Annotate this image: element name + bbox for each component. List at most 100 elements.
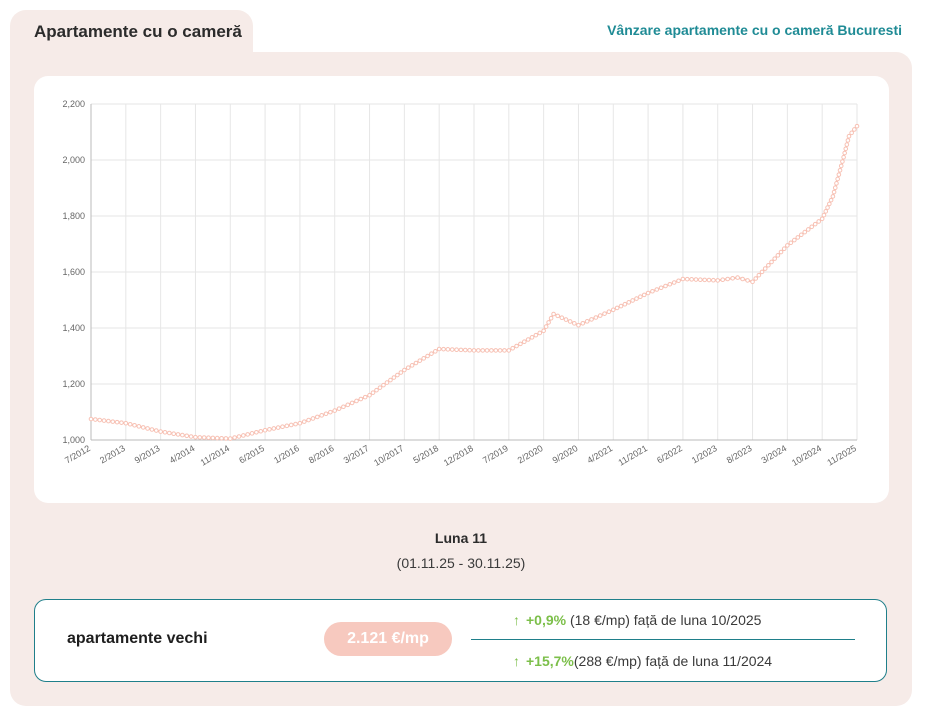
data-point — [206, 435, 211, 441]
tab-apartamente-cu-o-camera[interactable]: Apartamente cu o cameră — [10, 10, 253, 58]
data-point — [223, 436, 229, 441]
data-point — [838, 163, 844, 169]
data-point — [634, 296, 639, 301]
data-point — [819, 216, 825, 222]
data-point — [381, 382, 386, 388]
data-point — [101, 418, 107, 423]
data-point — [149, 427, 155, 432]
data-point — [684, 276, 690, 282]
data-point — [467, 347, 472, 353]
data-point — [572, 321, 577, 326]
data-point — [548, 315, 554, 321]
data-point — [171, 431, 176, 437]
data-point — [502, 348, 507, 353]
data-point — [689, 277, 694, 282]
data-point — [180, 432, 185, 438]
data-point — [506, 348, 512, 353]
data-point — [336, 406, 342, 411]
price-chart: 1,000 1,200 1,400 1,600 1,800 2,000 2,200 7/201… — [62, 99, 860, 468]
data-point — [698, 277, 703, 282]
data-point — [341, 404, 346, 410]
data-point — [589, 317, 594, 322]
property-type-label: apartamente vechi — [67, 630, 208, 647]
data-point — [449, 347, 455, 352]
data-point — [832, 185, 838, 190]
data-point — [680, 276, 686, 282]
data-point — [533, 332, 539, 338]
price-badge: 2.121 €/mp — [324, 622, 452, 656]
data-point — [271, 426, 277, 431]
monthly-change: ↑ +0,9% (18 €/mp) față de luna 10/2025 — [513, 612, 761, 628]
data-point — [284, 423, 290, 429]
data-point — [127, 421, 133, 427]
data-point — [362, 394, 368, 400]
data-point — [521, 339, 527, 344]
data-point — [745, 278, 750, 283]
x-tick-label: 3/2017 — [342, 443, 371, 465]
data-point — [297, 420, 303, 426]
data-point — [772, 256, 778, 261]
data-point — [852, 127, 857, 132]
data-point — [671, 280, 677, 285]
x-tick-label: 7/2012 — [63, 443, 92, 465]
price-stats-box: apartamente vechi 2.121 €/mp ↑ +0,9% (18 … — [34, 599, 887, 682]
data-point — [827, 201, 832, 207]
data-point — [559, 315, 565, 321]
data-point — [711, 277, 716, 283]
data-point — [597, 313, 603, 318]
data-point — [162, 430, 168, 435]
data-point — [750, 279, 755, 285]
data-point — [197, 435, 203, 440]
data-point — [140, 425, 146, 430]
data-point — [706, 277, 712, 283]
y-tick-label: 2,200 — [62, 99, 85, 109]
data-point — [441, 346, 446, 352]
data-point — [106, 418, 111, 424]
data-point — [358, 396, 364, 402]
data-point — [650, 288, 655, 294]
x-tick-label: 2/2013 — [98, 443, 127, 465]
data-point — [167, 430, 172, 436]
data-point — [667, 281, 673, 287]
data-point — [323, 411, 329, 417]
data-point — [584, 319, 590, 324]
data-point — [823, 209, 829, 214]
data-point — [842, 150, 847, 156]
sale-listings-link[interactable]: Vânzare apartamente cu o cameră Bucurest… — [607, 22, 902, 38]
data-point — [846, 133, 852, 139]
data-point — [816, 219, 822, 224]
data-point — [845, 138, 851, 143]
month-label: Luna 11 — [434, 530, 488, 546]
data-point — [293, 421, 298, 427]
x-tick-label: 11/2014 — [199, 443, 232, 468]
monthly-change-percent: +0,9% — [526, 612, 567, 628]
data-point — [654, 287, 660, 292]
data-point — [618, 303, 624, 309]
y-tick-label: 1,400 — [62, 323, 85, 333]
data-point — [836, 172, 842, 177]
data-point — [769, 259, 774, 265]
data-point — [132, 423, 137, 428]
data-point — [626, 300, 632, 305]
arrow-up-icon: ↑ — [513, 653, 520, 669]
data-point — [580, 320, 586, 326]
data-point — [328, 409, 333, 415]
data-point — [433, 349, 438, 354]
data-point — [319, 413, 324, 418]
data-point — [114, 419, 120, 425]
data-point — [812, 221, 818, 227]
data-point — [436, 346, 442, 352]
y-tick-label: 1,800 — [62, 211, 85, 221]
data-point — [830, 194, 836, 199]
data-point — [809, 224, 815, 230]
data-point — [841, 154, 846, 160]
data-point — [725, 276, 730, 282]
data-point — [630, 298, 635, 303]
x-tick-label: 8/2023 — [725, 443, 754, 465]
data-point — [315, 414, 320, 420]
x-tick-label: 12/2018 — [442, 443, 475, 468]
yearly-change: ↑ +15,7%(288 €/mp) față de luna 11/2024 — [513, 653, 772, 669]
data-point — [778, 249, 784, 255]
y-tick-label: 1,200 — [62, 379, 85, 389]
data-point — [567, 319, 573, 324]
